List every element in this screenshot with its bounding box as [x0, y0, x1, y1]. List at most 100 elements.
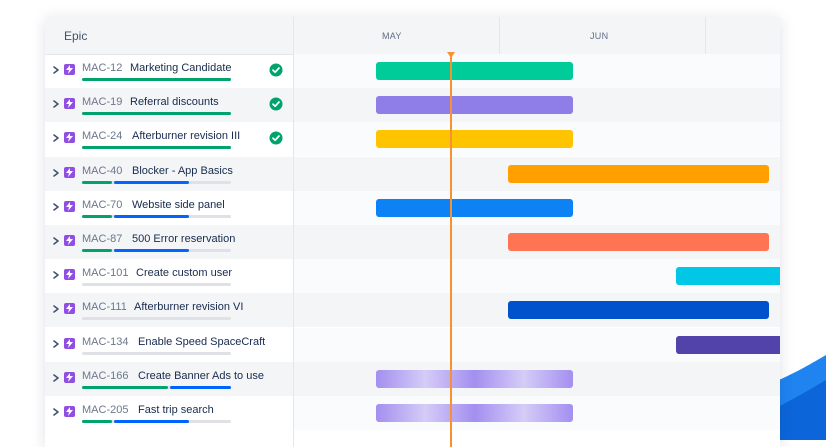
issue-key[interactable]: MAC-12: [82, 62, 123, 74]
timeline-lane: [294, 122, 780, 157]
epic-timeline-bar[interactable]: [376, 198, 573, 217]
epic-icon: [64, 98, 75, 110]
issue-summary[interactable]: Referral discounts: [130, 96, 219, 109]
issue-key[interactable]: MAC-70: [82, 198, 123, 211]
progress-done-segment: [82, 78, 231, 81]
done-check-icon: [269, 63, 283, 77]
chevron-right-icon[interactable]: [51, 406, 61, 418]
issue-key[interactable]: MAC-205: [82, 404, 129, 416]
month-label-jun: JUN: [590, 31, 609, 41]
done-check-icon: [269, 131, 283, 145]
issue-summary[interactable]: Website side panel: [132, 198, 225, 211]
epic-row[interactable]: MAC-70 Website side panel: [45, 190, 780, 225]
month-label-may: MAY: [382, 31, 402, 41]
epic-row-details: MAC-70 Website side panel: [45, 191, 293, 225]
epic-row[interactable]: MAC-40 Blocker - App Basics: [45, 156, 780, 191]
progress-inprogress-segment: [114, 214, 189, 218]
epic-row-details: MAC-87 500 Error reservation: [45, 225, 293, 259]
epic-timeline-bar[interactable]: [376, 130, 573, 149]
progress-bar: [82, 78, 231, 81]
epic-icon: [64, 64, 75, 75]
chevron-right-icon[interactable]: [51, 64, 61, 76]
timeline-lane: [294, 156, 780, 191]
epic-row[interactable]: MAC-24 Afterburner revision III: [45, 122, 780, 157]
chevron-right-icon[interactable]: [51, 372, 61, 384]
issue-summary[interactable]: Fast trip search: [138, 404, 214, 416]
epic-row[interactable]: MAC-166 Create Banner Ads to use: [45, 361, 780, 396]
progress-bar: [82, 317, 231, 321]
issue-summary[interactable]: Blocker - App Basics: [132, 164, 233, 177]
timeline-lane: [294, 361, 780, 396]
issue-summary[interactable]: Afterburner revision VI: [134, 301, 244, 314]
issue-summary[interactable]: Afterburner revision III: [132, 130, 241, 143]
progress-bar: [82, 249, 231, 252]
progress-done-segment: [82, 180, 112, 184]
epic-row[interactable]: MAC-101 Create custom user: [45, 259, 780, 294]
column-divider: [293, 17, 294, 447]
epic-row-details: MAC-19 Referral discounts: [45, 88, 293, 122]
epic-timeline-bar[interactable]: [376, 404, 573, 422]
epic-row-details: MAC-134 Enable Speed SpaceCraft: [45, 328, 293, 362]
chevron-right-icon[interactable]: [51, 269, 61, 281]
timeline-lane: [294, 190, 780, 225]
timeline-lane: [294, 225, 780, 259]
issue-key[interactable]: MAC-40: [82, 164, 123, 177]
epic-row[interactable]: MAC-111 Afterburner revision VI: [45, 293, 780, 328]
epic-icon: [64, 269, 75, 281]
epic-timeline-bar[interactable]: [508, 164, 769, 183]
progress-bar: [82, 214, 231, 218]
epic-timeline-bar[interactable]: [676, 267, 780, 286]
issue-key[interactable]: MAC-24: [82, 130, 123, 143]
epic-timeline-bar[interactable]: [508, 301, 769, 320]
epic-timeline-bar[interactable]: [508, 233, 769, 251]
epic-timeline-bar[interactable]: [376, 62, 573, 80]
chevron-right-icon[interactable]: [51, 338, 61, 350]
epic-timeline-bar[interactable]: [376, 369, 573, 388]
done-check-icon: [269, 97, 283, 111]
timeline-lane: [294, 259, 780, 294]
timeline-lane: [294, 396, 780, 430]
chevron-right-icon[interactable]: [51, 201, 61, 213]
progress-done-segment: [82, 112, 231, 116]
epic-row[interactable]: MAC-87 500 Error reservation: [45, 225, 780, 259]
issue-key[interactable]: MAC-19: [82, 96, 123, 109]
issue-summary[interactable]: Enable Speed SpaceCraft: [138, 335, 266, 348]
issue-key[interactable]: MAC-87: [82, 233, 123, 245]
issue-summary[interactable]: Marketing Candidate: [130, 62, 232, 74]
chevron-right-icon[interactable]: [51, 167, 61, 179]
epic-icon: [64, 371, 75, 383]
issue-key[interactable]: MAC-134: [82, 335, 129, 348]
progress-done-segment: [82, 420, 112, 423]
progress-bar: [82, 283, 231, 287]
chevron-right-icon[interactable]: [51, 98, 61, 110]
progress-done-segment: [82, 385, 168, 389]
issue-key[interactable]: MAC-166: [82, 369, 129, 382]
epic-timeline-bar[interactable]: [676, 335, 780, 354]
epic-column-header: Epic: [64, 29, 88, 43]
epic-row-details: MAC-205 Fast trip search: [45, 396, 293, 430]
timeline-lane: [294, 54, 780, 88]
issue-summary[interactable]: 500 Error reservation: [132, 233, 236, 245]
timeline-lane: [294, 88, 780, 123]
epic-icon: [64, 132, 75, 144]
timeline-lane: [294, 327, 780, 362]
month-divider: [705, 17, 706, 54]
epic-row[interactable]: MAC-134 Enable Speed SpaceCraft: [45, 327, 780, 362]
progress-inprogress-segment: [114, 249, 189, 252]
chevron-right-icon[interactable]: [51, 235, 61, 247]
progress-inprogress-segment: [114, 180, 189, 184]
issue-key[interactable]: MAC-111: [82, 301, 127, 314]
issue-summary[interactable]: Create custom user: [136, 267, 232, 280]
issue-summary[interactable]: Create Banner Ads to use: [138, 369, 264, 382]
epic-timeline-bar[interactable]: [376, 96, 573, 115]
epic-row-details: MAC-101 Create custom user: [45, 259, 293, 293]
epic-row[interactable]: MAC-19 Referral discounts: [45, 88, 780, 123]
progress-bar: [82, 180, 231, 184]
progress-done-segment: [82, 249, 112, 252]
epic-row[interactable]: MAC-12 Marketing Candidate: [45, 54, 780, 88]
epic-row[interactable]: MAC-205 Fast trip search: [45, 396, 780, 430]
epic-row-details: MAC-12 Marketing Candidate: [45, 54, 293, 88]
issue-key[interactable]: MAC-101: [82, 267, 129, 280]
chevron-right-icon[interactable]: [51, 132, 61, 144]
chevron-right-icon[interactable]: [51, 303, 61, 315]
